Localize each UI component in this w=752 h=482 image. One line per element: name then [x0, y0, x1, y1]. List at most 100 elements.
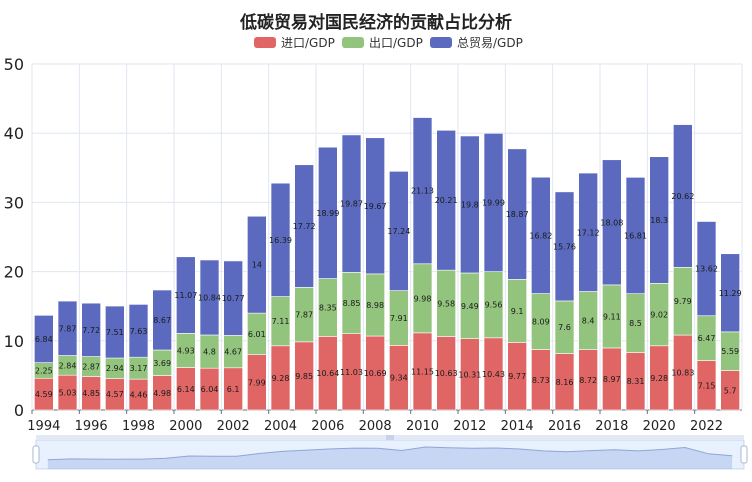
data-label: 4.59	[35, 390, 53, 399]
bar-segment-2[interactable]	[294, 164, 314, 288]
data-label: 9.34	[390, 374, 408, 383]
data-label: 11.29	[719, 289, 742, 298]
bar-segment-2[interactable]	[365, 137, 385, 275]
data-label: 10.43	[482, 370, 505, 379]
bar-segment-2[interactable]	[199, 259, 220, 336]
data-label: 9.49	[461, 302, 479, 311]
data-label: 7.15	[698, 381, 716, 390]
data-label: 16.39	[269, 236, 292, 245]
data-label: 8.72	[579, 376, 597, 385]
data-label: 7.72	[82, 326, 100, 335]
data-label: 17.12	[577, 228, 600, 237]
bar-segment-2[interactable]	[81, 302, 101, 357]
bar-segment-2[interactable]	[247, 215, 267, 314]
data-label: 10.64	[316, 369, 339, 378]
data-label: 9.1	[511, 307, 524, 316]
data-label: 7.51	[106, 328, 124, 337]
bar-segment-2[interactable]	[412, 117, 433, 265]
data-label: 8.5	[629, 319, 642, 328]
bar-segment-2[interactable]	[720, 253, 740, 333]
zoom-handle-left[interactable]	[32, 445, 40, 464]
data-label: 4.93	[177, 346, 195, 355]
bar-segment-2[interactable]	[649, 156, 669, 284]
bar-segment-2[interactable]	[105, 305, 125, 359]
data-label: 9.79	[674, 297, 692, 306]
bar-segment-2[interactable]	[341, 134, 362, 273]
bar-segment-2[interactable]	[673, 124, 693, 268]
legend-item-2[interactable]: 总贸易/GDP	[430, 36, 523, 50]
x-tick-label: 2010	[406, 419, 439, 434]
bars: 4.59 2.25 6.84 5.03 2.84 7.87 4.85 2.87 7.72 4.57…	[34, 117, 742, 411]
data-label: 9.85	[295, 372, 313, 381]
data-label: 15.76	[553, 242, 576, 251]
x-tick-label: 2002	[217, 419, 250, 434]
bar-segment-2[interactable]	[57, 300, 78, 356]
data-label: 7.91	[390, 314, 408, 323]
bar-segment-2[interactable]	[128, 304, 149, 358]
zoom-preview-line	[47, 446, 733, 461]
bar-segment-2[interactable]	[483, 133, 504, 272]
data-label: 9.56	[485, 301, 503, 310]
zoom-mover-grip[interactable]	[386, 435, 394, 440]
data-label: 7.87	[295, 311, 313, 320]
data-label: 8.73	[532, 376, 550, 385]
x-axis: 1994 1996 1998 2000 2002 2004 2006 2008 2010 2012…	[27, 410, 723, 434]
bar-segment-2[interactable]	[176, 256, 196, 334]
legend-swatch	[254, 37, 276, 48]
legend-item-1[interactable]: 出口/GDP	[342, 36, 423, 50]
bar-segment-2[interactable]	[318, 146, 338, 279]
x-tick-label: 2000	[169, 419, 202, 434]
legend-item-0[interactable]: 进口/GDP	[254, 36, 335, 50]
bar-segment-2[interactable]	[223, 260, 243, 336]
data-label: 18.08	[600, 218, 623, 227]
data-zoom-slider[interactable]	[32, 435, 748, 470]
bar-segment-2[interactable]	[578, 172, 598, 292]
data-label: 4.67	[224, 348, 242, 357]
legend-label: 总贸易/GDP	[457, 36, 523, 50]
data-label: 4.98	[153, 389, 171, 398]
data-label: 6.14	[177, 385, 195, 394]
legend-swatch	[430, 37, 452, 48]
data-label: 2.84	[59, 361, 77, 370]
data-label: 18.99	[316, 209, 339, 218]
data-label: 8.09	[532, 318, 550, 327]
data-label: 4.8	[203, 348, 216, 357]
data-label: 10.63	[435, 369, 458, 378]
data-label: 10.83	[671, 369, 694, 378]
data-label: 18.87	[506, 210, 529, 219]
x-tick-label: 2020	[643, 419, 676, 434]
bar-segment-2[interactable]	[34, 315, 54, 363]
data-label: 9.02	[650, 311, 668, 320]
bar-segment-2[interactable]	[389, 171, 409, 291]
data-label: 21.13	[411, 187, 434, 196]
legend[interactable]: 进口/GDP 出口/GDP 总贸易/GDP	[254, 36, 523, 50]
bar-segment-2[interactable]	[602, 159, 622, 286]
y-tick-label: 40	[4, 124, 24, 143]
y-tick-label: 50	[4, 55, 24, 74]
data-label: 8.35	[319, 303, 337, 312]
x-tick-label: 2022	[690, 419, 723, 434]
bar-segment-2[interactable]	[152, 289, 172, 351]
data-label: 9.28	[272, 374, 290, 383]
bar-segment-2[interactable]	[554, 191, 575, 302]
bar-segment-2[interactable]	[270, 182, 291, 297]
bar-segment-2[interactable]	[696, 221, 717, 317]
data-label: 7.6	[558, 323, 571, 332]
bar-segment-2[interactable]	[460, 135, 480, 274]
y-tick-label: 30	[4, 193, 24, 212]
bar-segment-2[interactable]	[625, 177, 646, 294]
bar-segment-2[interactable]	[436, 129, 456, 271]
bar-segment-2[interactable]	[507, 148, 527, 280]
bar-segment-2[interactable]	[531, 176, 551, 294]
data-label: 19.8	[461, 200, 479, 209]
y-tick-label: 20	[4, 263, 24, 282]
zoom-handle-right[interactable]	[740, 445, 748, 464]
data-label: 4.46	[130, 391, 148, 400]
data-label: 9.28	[650, 374, 668, 383]
x-tick-label: 1994	[27, 419, 60, 434]
grid	[31, 63, 743, 411]
data-label: 8.4	[582, 317, 595, 326]
zoom-selection[interactable]	[36, 440, 744, 469]
y-tick-label: 0	[14, 401, 24, 420]
legend-label: 进口/GDP	[281, 36, 335, 50]
